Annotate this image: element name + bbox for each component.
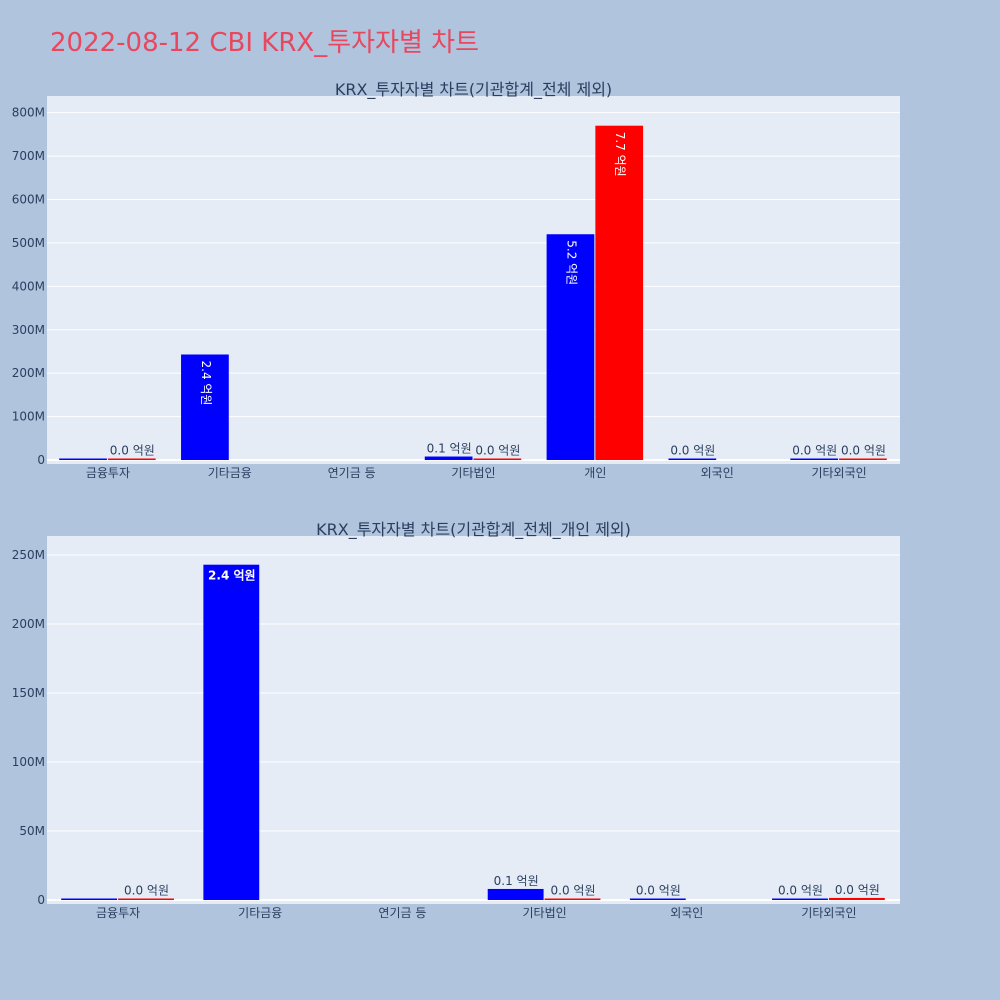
x-tick-label: 기타외국인 <box>801 906 856 920</box>
bar <box>595 125 644 461</box>
bar <box>203 564 260 900</box>
bar <box>487 888 544 900</box>
x-tick-label: 외국인 <box>701 466 734 480</box>
y-tick-label: 100M <box>12 410 45 424</box>
y-tick-label: 250M <box>12 548 45 562</box>
bar <box>424 456 473 460</box>
y-tick-label: 800M <box>12 106 45 120</box>
y-tick-label: 300M <box>12 323 45 337</box>
bar <box>59 458 107 460</box>
y-tick-label: 500M <box>12 236 45 250</box>
y-tick-label: 600M <box>12 193 45 207</box>
data-label: 0.0 억원 <box>835 883 880 897</box>
data-label: 0.0 억원 <box>636 884 681 898</box>
data-label: 0.0 억원 <box>778 884 823 898</box>
data-label: 0.0 억원 <box>475 444 520 458</box>
x-tick-label: 기타금융 <box>238 906 282 920</box>
x-tick-label: 기타법인 <box>451 466 495 480</box>
data-label: 0.0 억원 <box>792 444 837 458</box>
bar <box>473 458 522 460</box>
chart-top: 0 100M 200M 300M 400M 500M 600M 700M 800M KRX_투자자… <box>12 80 900 480</box>
x-tick-label: 기타법인 <box>522 906 566 920</box>
data-label: 0.1 억원 <box>427 442 472 456</box>
bar <box>107 458 156 460</box>
x-tick-label: 연기금 등 <box>378 906 426 920</box>
x-tick-label: 기타금융 <box>208 466 252 480</box>
y-tick-label: 700M <box>12 149 45 163</box>
plot-area <box>47 96 900 464</box>
data-label: 7.7 억원 <box>613 132 627 177</box>
x-tick-label: 기타외국인 <box>811 466 866 480</box>
data-label: 2.4 억원 <box>199 361 213 406</box>
y-tick-label: 200M <box>12 617 45 631</box>
y-tick-label: 0 <box>37 893 45 907</box>
data-label: 0.0 억원 <box>841 444 886 458</box>
y-tick-label: 100M <box>12 755 45 769</box>
bar <box>61 898 118 900</box>
bar <box>181 354 229 460</box>
data-label: 0.0 억원 <box>551 884 596 898</box>
data-label: 5.2 억원 <box>564 240 578 285</box>
bar <box>629 898 686 900</box>
x-tick-label: 금융투자 <box>86 466 130 480</box>
x-tick-label: 외국인 <box>670 906 703 920</box>
data-label: 2.4 억원 <box>208 569 256 583</box>
bar <box>668 458 717 460</box>
chart-title: KRX_투자자별 차트(기관합계_전체_개인 제외) <box>316 520 631 540</box>
chart-bottom: 0 50M 100M 150M 200M 250M KRX_투자자별 차트(기관합계_전체_… <box>12 520 900 920</box>
y-tick-label: 400M <box>12 279 45 293</box>
y-tick-label: 150M <box>12 686 45 700</box>
x-tick-label: 개인 <box>584 466 606 480</box>
bar <box>546 234 595 460</box>
x-tick-label: 금융투자 <box>96 906 140 920</box>
y-tick-label: 200M <box>12 366 45 380</box>
data-label: 0.0 억원 <box>670 444 715 458</box>
data-label: 0.0 억원 <box>110 444 155 458</box>
y-tick-label: 50M <box>19 824 45 838</box>
bar <box>118 898 174 900</box>
bar <box>839 458 887 460</box>
bar <box>544 898 601 900</box>
bar <box>772 898 828 900</box>
bar <box>790 458 839 460</box>
y-tick-label: 0 <box>37 453 45 467</box>
page-title: 2022-08-12 CBI KRX_투자자별 차트 <box>50 28 479 58</box>
chart-title: KRX_투자자별 차트(기관합계_전체 제외) <box>335 80 612 100</box>
data-label: 0.1 억원 <box>494 874 539 888</box>
bar <box>828 897 885 900</box>
plot-area <box>47 536 900 904</box>
data-label: 0.0 억원 <box>124 884 169 898</box>
x-tick-label: 연기금 등 <box>328 466 376 480</box>
